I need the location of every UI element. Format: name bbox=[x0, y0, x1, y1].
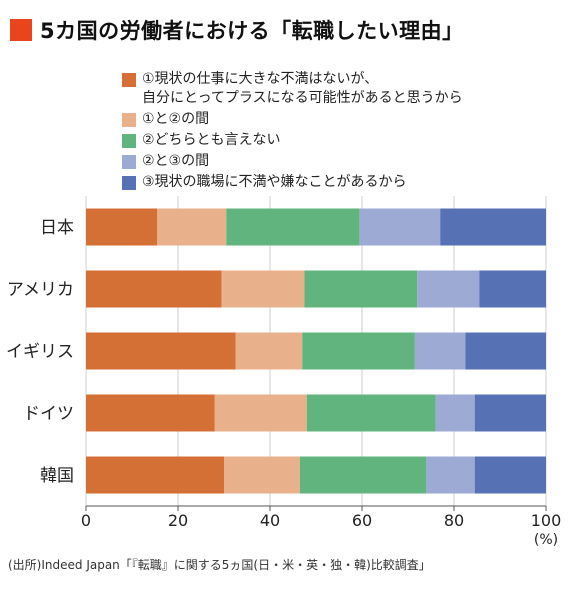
legend-label: ②どちらとも言えない bbox=[142, 132, 281, 148]
bar-segment bbox=[299, 456, 427, 494]
legend-swatch bbox=[122, 176, 136, 190]
category-label: アメリカ bbox=[7, 280, 74, 300]
x-tick-label: 80 bbox=[444, 511, 464, 530]
bar-segment bbox=[226, 208, 360, 246]
bar-segment bbox=[474, 456, 546, 494]
bar-segment bbox=[304, 270, 418, 308]
legend-label: ③現状の職場に不満や嫌なことがあるから bbox=[142, 174, 407, 190]
category-label: 韓国 bbox=[40, 466, 74, 486]
bar-segment bbox=[306, 394, 436, 432]
bar-segment bbox=[359, 208, 441, 246]
x-tick-label: 0 bbox=[81, 511, 91, 530]
bar-segment bbox=[214, 394, 307, 432]
bar-segment bbox=[435, 394, 475, 432]
bar-segment bbox=[157, 208, 227, 246]
bar-segment bbox=[440, 208, 546, 246]
bar-segment bbox=[465, 332, 546, 370]
bar-segment bbox=[86, 270, 222, 308]
legend: ①現状の仕事に大きな不満はないが、 自分にとってプラスになる可能性があると思うか… bbox=[122, 70, 463, 194]
legend-label: ①と②の間 bbox=[142, 111, 210, 127]
legend-swatch bbox=[122, 155, 136, 169]
legend-item: ②と③の間 bbox=[122, 152, 463, 171]
legend-swatch bbox=[122, 73, 136, 87]
bar-segment bbox=[221, 270, 305, 308]
bar-segment bbox=[417, 270, 480, 308]
source-note: (出所)Indeed Japan「『転職』に関する5ヵ国(日・米・英・独・韓)比… bbox=[8, 558, 431, 572]
legend-item: ③現状の職場に不満や嫌なことがあるから bbox=[122, 173, 463, 192]
category-label: ドイツ bbox=[23, 404, 74, 424]
bar-segment bbox=[86, 394, 215, 432]
legend-label: ①現状の仕事に大きな不満はないが、 自分にとってプラスになる可能性があると思うか… bbox=[142, 71, 463, 106]
category-label: 日本 bbox=[40, 218, 74, 238]
legend-item: ①と②の間 bbox=[122, 110, 463, 129]
legend-label: ②と③の間 bbox=[142, 153, 210, 169]
x-unit-label: (%) bbox=[534, 532, 558, 548]
bar-segment bbox=[474, 394, 546, 432]
x-tick-label: 40 bbox=[260, 511, 280, 530]
legend-swatch bbox=[122, 134, 136, 148]
bar-segment bbox=[235, 332, 303, 370]
bar-segment bbox=[479, 270, 546, 308]
legend-item: ①現状の仕事に大きな不満はないが、 自分にとってプラスになる可能性があると思うか… bbox=[122, 70, 463, 108]
chart-title: 5カ国の労働者における「転職したい理由」 bbox=[10, 16, 464, 44]
bar-segment bbox=[86, 456, 224, 494]
bar-segment bbox=[302, 332, 415, 370]
x-tick-label: 60 bbox=[352, 511, 372, 530]
bar-segment bbox=[414, 332, 466, 370]
bar-segment bbox=[86, 332, 236, 370]
bar-segment bbox=[426, 456, 475, 494]
x-tick-label: 100 bbox=[531, 511, 562, 530]
bar-segment bbox=[86, 208, 158, 246]
category-label: イギリス bbox=[6, 342, 74, 362]
legend-swatch bbox=[122, 113, 136, 127]
chart-title-text: 5カ国の労働者における「転職したい理由」 bbox=[40, 19, 464, 43]
title-square-icon bbox=[10, 19, 32, 41]
bar-segment bbox=[224, 456, 300, 494]
x-tick-label: 20 bbox=[168, 511, 188, 530]
legend-item: ②どちらとも言えない bbox=[122, 131, 463, 150]
